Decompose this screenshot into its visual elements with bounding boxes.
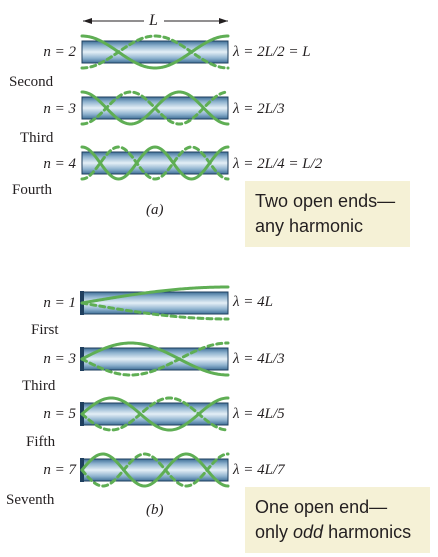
wave-envelope-solid bbox=[80, 34, 230, 70]
tube bbox=[81, 151, 229, 175]
panel-a-harmonic-name: Third bbox=[20, 130, 54, 146]
panel-a-wavelength: λ = 2L/4 = L/2 bbox=[233, 156, 323, 172]
waves-layer bbox=[80, 34, 230, 488]
panel-b-n-label: n = 5 bbox=[43, 406, 76, 422]
panel-b-n-label: n = 3 bbox=[43, 351, 76, 367]
panel-b-wavelength: λ = 4L bbox=[233, 294, 273, 310]
tube bbox=[81, 347, 229, 371]
panel-b-harmonic-name: Fifth bbox=[26, 434, 56, 450]
caption-text: harmonics bbox=[323, 522, 412, 542]
wave-envelope-dashed bbox=[80, 145, 230, 181]
length-dimension-arrow bbox=[83, 18, 228, 24]
panel-b-harmonic-name: First bbox=[31, 322, 59, 338]
length-label: L bbox=[149, 12, 158, 29]
panel-b-n-label: n = 7 bbox=[43, 462, 76, 478]
wave-envelope-dashed bbox=[80, 301, 230, 321]
panel-b-label: (b) bbox=[146, 502, 164, 518]
panel-a-caption: Two open ends— any harmonic bbox=[245, 181, 410, 247]
panel-a-harmonic-name: Second bbox=[9, 74, 54, 90]
wave-envelope-solid bbox=[80, 285, 230, 305]
panel-b-wavelength: λ = 4L/5 bbox=[233, 406, 285, 422]
panel-b-caption-line-2: only odd harmonics bbox=[255, 520, 420, 545]
wave-envelope-solid bbox=[80, 396, 230, 432]
wave-envelope-dashed bbox=[80, 341, 230, 377]
panel-b-wavelength: λ = 4L/7 bbox=[233, 462, 285, 478]
wave-envelope-dashed bbox=[80, 396, 230, 432]
panel-a-harmonic-name: Fourth bbox=[12, 182, 53, 198]
panel-b-wavelength: λ = 4L/3 bbox=[233, 351, 285, 367]
wave-envelope-solid bbox=[80, 341, 230, 377]
wave-envelope-dashed bbox=[80, 452, 230, 488]
panel-a-wavelength: λ = 2L/3 bbox=[233, 101, 285, 117]
panel-a-label: (a) bbox=[146, 202, 164, 218]
caption-emphasis: odd bbox=[293, 522, 324, 542]
panel-a-n-label: n = 3 bbox=[43, 101, 76, 117]
caption-text: only bbox=[255, 522, 294, 542]
panel-b-harmonic-name: Seventh bbox=[6, 492, 55, 508]
panel-b-caption: One open end— only odd harmonics bbox=[245, 487, 430, 553]
panel-a-wavelength: λ = 2L/2 = L bbox=[233, 44, 311, 60]
panel-a-caption-line-1: Two open ends— bbox=[255, 191, 396, 211]
wave-envelope-solid bbox=[80, 145, 230, 181]
tube bbox=[81, 291, 229, 315]
panel-a-n-label: n = 2 bbox=[43, 44, 76, 60]
panel-b-n-label: n = 1 bbox=[43, 295, 76, 311]
tube bbox=[81, 40, 229, 64]
panel-b-caption-line-1: One open end— bbox=[255, 497, 388, 517]
wave-envelope-solid bbox=[80, 452, 230, 488]
panel-b-harmonic-name: Third bbox=[22, 378, 56, 394]
panel-a-caption-line-2: any harmonic bbox=[255, 216, 364, 236]
panel-a-n-label: n = 4 bbox=[43, 156, 76, 172]
wave-envelope-dashed bbox=[80, 34, 230, 70]
wave-envelope-dashed bbox=[80, 90, 230, 126]
